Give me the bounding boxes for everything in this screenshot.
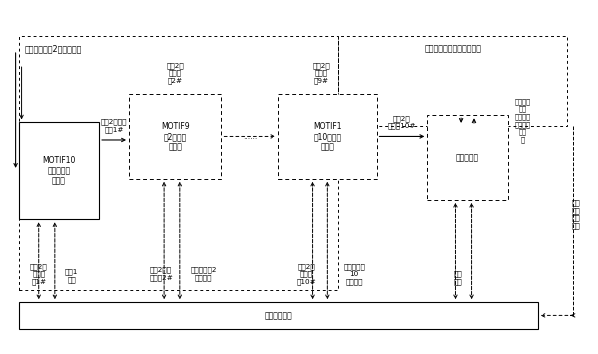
- Text: サービス
の要
求、及び
サービス
の応
答: サービス の要 求、及び サービス の応 答: [515, 98, 531, 143]
- Text: 推奨2次元
コード2#: 推奨2次元 コード2#: [149, 267, 173, 281]
- Bar: [428, 115, 508, 200]
- Text: サー
ビス
提供
通知: サー ビス 提供 通知: [572, 199, 581, 229]
- Text: 取引実行人: 取引実行人: [456, 153, 479, 162]
- Text: 取引
報奨: 取引 報奨: [454, 270, 463, 285]
- Text: シーケンス2
リベート: シーケンス2 リベート: [190, 267, 217, 281]
- Text: 序列1
養成: 序列1 養成: [65, 269, 78, 283]
- Bar: [129, 94, 221, 179]
- Text: MOTIF10
第１レベル
推奏者: MOTIF10 第１レベル 推奏者: [42, 156, 75, 186]
- Text: MOTIF9
第2レベル
推奏者: MOTIF9 第2レベル 推奏者: [161, 121, 190, 152]
- Text: MOTIF1
第10レベル
推奏者: MOTIF1 第10レベル 推奏者: [313, 121, 341, 152]
- Bar: [19, 36, 338, 290]
- Bar: [278, 94, 377, 179]
- Text: シーケンス
10
リベート: シーケンス 10 リベート: [343, 263, 365, 285]
- Bar: [19, 302, 538, 329]
- Text: 推奨2次
元コー
ド2#: 推奨2次 元コー ド2#: [166, 62, 184, 84]
- Text: 推奨2次
元コー
ド9#: 推奨2次 元コー ド9#: [313, 62, 330, 84]
- Text: バックグラウンドサーバー: バックグラウンドサーバー: [424, 45, 481, 54]
- Bar: [338, 36, 568, 126]
- Text: 推奨2次
元コー
ド10#: 推奨2次 元コー ド10#: [297, 263, 316, 285]
- Text: プロモーショ2次元コード: プロモーショ2次元コード: [25, 45, 82, 54]
- Text: 推奨2次元コ
ード1#: 推奨2次元コ ード1#: [101, 119, 127, 133]
- Text: 推奨2次
元コー
ド1#: 推奨2次 元コー ド1#: [30, 263, 48, 285]
- Text: ......: ......: [243, 132, 257, 141]
- Bar: [19, 122, 99, 219]
- Text: コアサーバー: コアサーバー: [264, 311, 292, 320]
- Text: 推奨2次
コード10#: 推奨2次 コード10#: [388, 115, 416, 130]
